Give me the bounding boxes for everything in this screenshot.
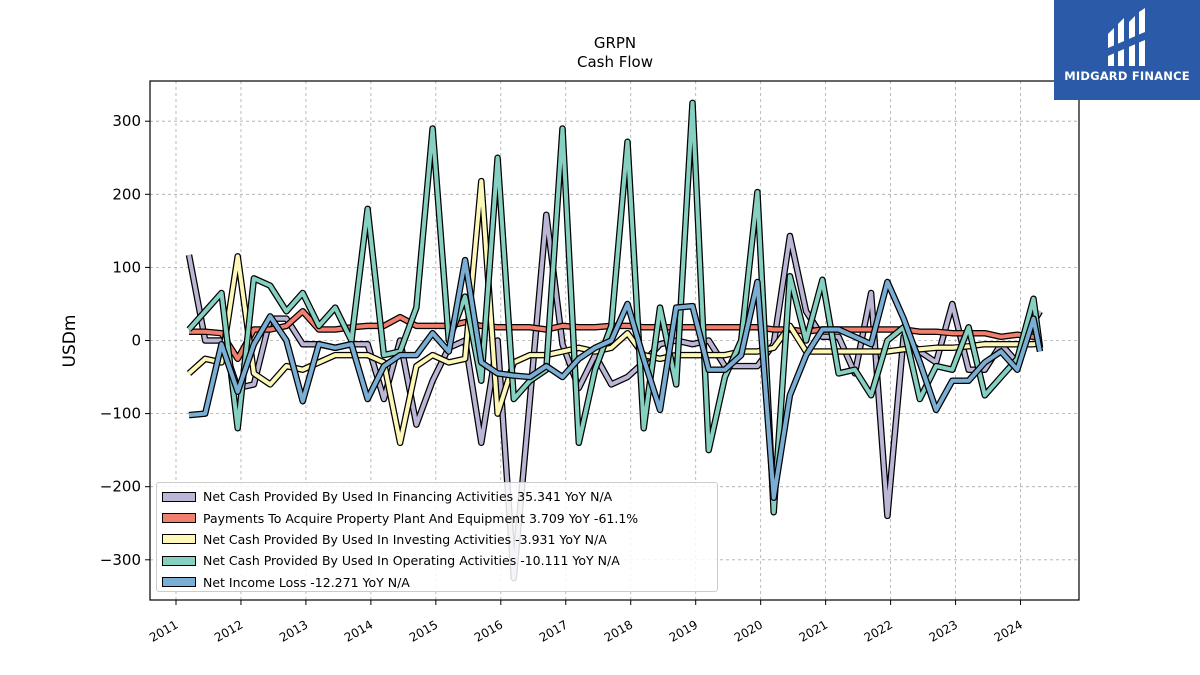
legend-swatch [162, 513, 196, 524]
x-tick-label: 2016 [472, 617, 505, 644]
legend-label: Net Cash Provided By Used In Operating A… [203, 553, 620, 569]
chart-title: GRPN [594, 34, 636, 52]
y-tick-label: 200 [112, 185, 141, 203]
series-5 [188, 256, 1044, 501]
legend-item: Net Cash Provided By Used In Financing A… [161, 486, 717, 507]
x-ticks: 2011 2012 2013 2014 2015 2016 2017 2018 2019 2020… [147, 600, 1025, 645]
legend-item: Net Income Loss -12.271 YoY N/A [161, 572, 717, 593]
series-4 [186, 99, 1044, 516]
legend-swatch [162, 491, 196, 502]
x-tick-label: 2024 [992, 617, 1025, 644]
y-tick-label: 0 [131, 332, 141, 350]
y-tick-label: 300 [112, 112, 141, 130]
x-tick-label: 2019 [667, 617, 700, 644]
brand-logo: MIDGARD FINANCE [1054, 0, 1200, 100]
brand-name: MIDGARD FINANCE [1064, 69, 1190, 83]
legend-swatch [162, 534, 196, 545]
y-tick-label: −300 [100, 551, 141, 569]
series-lines [185, 99, 1044, 582]
x-tick-label: 2020 [732, 617, 765, 644]
legend-label: Net Cash Provided By Used In Financing A… [203, 489, 613, 505]
x-tick-label: 2022 [862, 617, 895, 644]
chart-subtitle: Cash Flow [577, 53, 653, 71]
y-ticks: −300 −200 −100 0 100 200 300 [100, 112, 150, 569]
x-tick-label: 2021 [797, 617, 830, 644]
legend-label: Net Cash Provided By Used In Investing A… [203, 531, 607, 547]
x-tick-label: 2023 [927, 617, 960, 644]
legend-label: Net Income Loss -12.271 YoY N/A [203, 574, 410, 590]
series-line [187, 100, 1042, 515]
series-line [188, 258, 1042, 500]
x-tick-label: 2011 [147, 617, 180, 644]
x-tick-label: 2017 [537, 617, 570, 644]
y-axis-label: USDm [60, 315, 80, 368]
legend-label: Payments To Acquire Property Plant And E… [203, 510, 639, 526]
x-tick-label: 2012 [212, 617, 245, 644]
x-tick-label: 2013 [277, 617, 310, 644]
legend: Net Cash Provided By Used In Financing A… [156, 482, 718, 592]
legend-swatch [162, 555, 196, 566]
legend-item: Net Cash Provided By Used In Investing A… [161, 529, 717, 550]
x-tick-label: 2018 [602, 617, 635, 644]
x-tick-label: 2014 [342, 617, 375, 644]
legend-item: Net Cash Provided By Used In Operating A… [161, 550, 717, 571]
y-tick-label: −200 [100, 478, 141, 496]
x-tick-label: 2015 [407, 617, 440, 644]
y-tick-label: −100 [100, 405, 141, 423]
legend-item: Payments To Acquire Property Plant And E… [161, 507, 717, 528]
midgard-logo-icon [1108, 8, 1145, 66]
y-tick-label: 100 [112, 258, 141, 276]
legend-swatch [162, 577, 196, 588]
